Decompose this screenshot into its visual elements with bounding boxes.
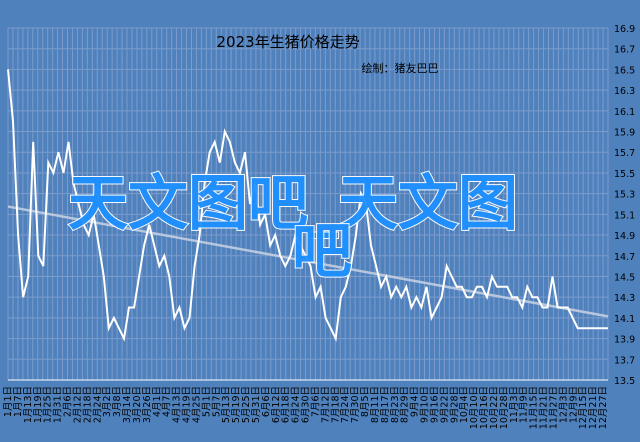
y-tick-label: 16.3 <box>614 86 635 97</box>
x-tick-label: 5月1日 <box>201 386 212 417</box>
x-tick-label: 1月13日 <box>23 386 34 423</box>
x-tick-label: 4月13日 <box>172 386 183 423</box>
x-tick-label: 8月17日 <box>380 386 391 423</box>
y-tick-label: 15.5 <box>614 169 635 180</box>
x-tick-label: 12月3日 <box>558 386 569 423</box>
x-tick-label: 12月15日 <box>578 386 589 429</box>
x-tick-label: 6月12日 <box>271 386 282 423</box>
x-tick-label: 10月22日 <box>489 386 500 429</box>
x-tick-label: 2月18日 <box>82 386 93 423</box>
x-tick-label: 1月7日 <box>13 386 24 417</box>
x-tick-label: 2月6日 <box>63 386 74 417</box>
y-tick-label: 14.3 <box>614 293 635 304</box>
x-tick-label: 10月16日 <box>479 386 490 429</box>
y-tick-label: 14.7 <box>614 252 635 263</box>
x-tick-label: 1月1日 <box>3 386 14 417</box>
x-tick-label: 8月5日 <box>360 386 371 417</box>
x-tick-label: 6月24日 <box>291 386 302 423</box>
x-tick-label: 4月1日 <box>152 386 163 417</box>
y-axis-labels: 16.9 16.7 16.5 16.3 16.1 15.9 15.7 15.5 15.3 15.1… <box>614 24 635 387</box>
x-tick-label: 9月16日 <box>429 386 440 423</box>
y-tick-label: 15.3 <box>614 190 635 201</box>
y-tick-label: 14.9 <box>614 231 635 242</box>
x-tick-label: 9月10日 <box>420 386 431 423</box>
x-tick-label: 6月6日 <box>261 386 272 417</box>
y-tick-label: 14.5 <box>614 272 635 283</box>
x-tick-label: 11月9日 <box>519 386 530 423</box>
x-tick-label: 1月31日 <box>53 386 64 423</box>
chart-title: 2023年生猪价格走势 <box>216 33 359 51</box>
x-tick-label: 7月18日 <box>330 386 341 423</box>
x-tick-label: 9月22日 <box>439 386 450 423</box>
x-tick-label: 12月9日 <box>568 386 579 423</box>
x-tick-label: 11月15日 <box>529 386 540 429</box>
x-tick-label: 9月4日 <box>410 386 421 417</box>
x-tick-label: 3月2日 <box>102 386 113 417</box>
x-tick-label: 10月28日 <box>499 386 510 429</box>
x-tick-label: 12月27日 <box>598 386 609 429</box>
x-tick-label: 2月24日 <box>92 386 103 423</box>
x-tick-label: 3月20日 <box>132 386 143 423</box>
x-axis-labels: 1月1日1月7日1月13日1月19日1月25日1月31日2月6日2月12日2月1… <box>3 386 609 429</box>
y-tick-label: 16.7 <box>614 45 635 56</box>
x-tick-label: 3月14日 <box>122 386 133 423</box>
x-tick-label: 4月19日 <box>182 386 193 423</box>
x-tick-label: 12月21日 <box>588 386 599 429</box>
y-tick-label: 15.7 <box>614 148 635 159</box>
x-tick-label: 9月28日 <box>449 386 460 423</box>
x-tick-label: 7月12日 <box>320 386 331 423</box>
x-tick-label: 7月24日 <box>340 386 351 423</box>
y-tick-label: 13.9 <box>614 335 635 346</box>
y-tick-label: 16.1 <box>614 107 635 118</box>
x-tick-label: 4月25日 <box>191 386 202 423</box>
x-tick-label: 5月13日 <box>221 386 232 423</box>
y-tick-label: 16.9 <box>614 24 635 35</box>
x-tick-label: 1月19日 <box>33 386 44 423</box>
x-tick-label: 8月29日 <box>400 386 411 423</box>
x-tick-label: 3月8日 <box>112 386 123 417</box>
x-tick-label: 5月25日 <box>241 386 252 423</box>
chart-subtitle: 绘制：猪友巴巴 <box>362 61 439 75</box>
watermark-line1: 天文图吧_天文图 <box>68 169 518 239</box>
series-line <box>7 69 608 343</box>
x-tick-label: 6月18日 <box>281 386 292 423</box>
x-tick-label: 11月21日 <box>539 386 550 429</box>
x-tick-label: 5月7日 <box>211 386 222 417</box>
x-tick-label: 7月30日 <box>350 386 361 423</box>
y-tick-label: 13.5 <box>614 376 635 387</box>
y-tick-label: 15.1 <box>614 210 635 221</box>
x-tick-label: 7月6日 <box>310 386 321 417</box>
x-tick-label: 5月19日 <box>231 386 242 423</box>
x-tick-label: 4月7日 <box>162 386 173 417</box>
watermark-line2: 吧 <box>292 217 352 287</box>
x-tick-label: 6月30日 <box>301 386 312 423</box>
x-tick-label: 10月10日 <box>469 386 480 429</box>
x-tick-label: 11月27日 <box>548 386 559 429</box>
x-tick-label: 5月31日 <box>251 386 262 423</box>
x-tick-label: 2月12日 <box>72 386 83 423</box>
x-tick-label: 8月23日 <box>390 386 401 423</box>
x-tick-label: 10月4日 <box>459 386 470 423</box>
x-tick-label: 11月3日 <box>509 386 520 423</box>
y-tick-label: 15.9 <box>614 128 635 139</box>
x-tick-label: 1月25日 <box>43 386 54 423</box>
x-tick-label: 8月11日 <box>370 386 381 423</box>
y-tick-label: 14.1 <box>614 314 635 325</box>
y-tick-label: 13.7 <box>614 355 635 366</box>
y-tick-label: 16.5 <box>614 65 635 76</box>
x-tick-label: 3月26日 <box>142 386 153 423</box>
grid-lines <box>7 27 609 381</box>
